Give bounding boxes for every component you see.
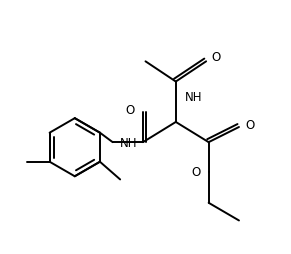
Text: O: O	[246, 119, 255, 132]
Text: O: O	[126, 104, 135, 117]
Text: O: O	[212, 51, 221, 64]
Text: NH: NH	[120, 137, 138, 150]
Text: NH: NH	[185, 91, 202, 104]
Text: O: O	[191, 166, 201, 179]
